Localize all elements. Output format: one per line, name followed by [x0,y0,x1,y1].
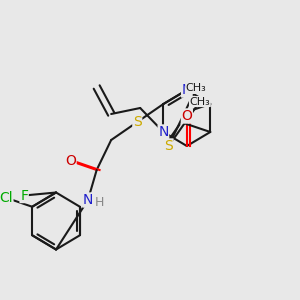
Text: N: N [83,193,93,207]
Text: S: S [164,139,173,153]
Text: N: N [158,125,169,139]
Text: S: S [133,115,142,129]
Text: Cl: Cl [0,191,13,205]
Text: O: O [182,109,192,123]
Text: O: O [65,154,76,168]
Text: F: F [20,188,28,203]
Text: H: H [95,196,104,208]
Text: CH₃: CH₃ [190,97,210,106]
Text: CH₃: CH₃ [186,83,206,93]
Text: N: N [182,83,192,97]
